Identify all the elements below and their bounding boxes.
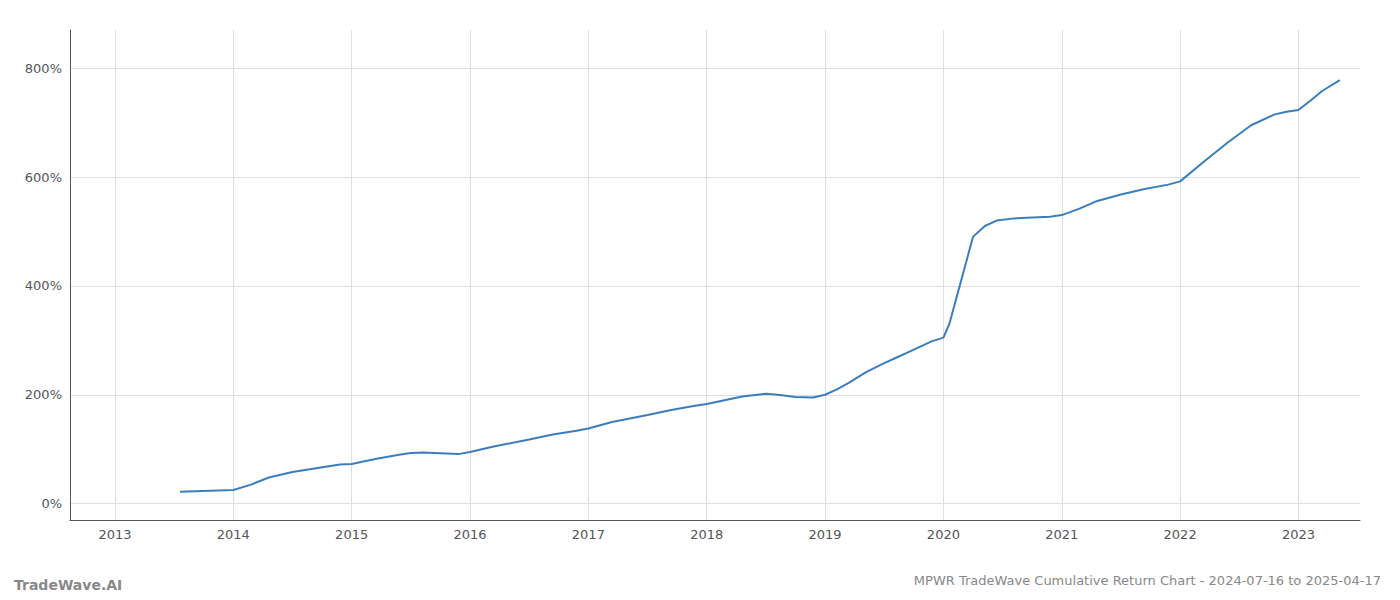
svg-text:400%: 400% (25, 278, 62, 293)
svg-text:2022: 2022 (1164, 527, 1197, 542)
svg-text:800%: 800% (25, 61, 62, 76)
svg-text:2013: 2013 (98, 527, 131, 542)
svg-text:0%: 0% (41, 496, 62, 511)
svg-text:2018: 2018 (690, 527, 723, 542)
svg-text:2017: 2017 (572, 527, 605, 542)
svg-text:TradeWave.AI: TradeWave.AI (14, 577, 122, 593)
svg-text:2021: 2021 (1045, 527, 1078, 542)
svg-text:2019: 2019 (809, 527, 842, 542)
svg-text:2015: 2015 (335, 527, 368, 542)
svg-text:2020: 2020 (927, 527, 960, 542)
svg-text:2023: 2023 (1282, 527, 1315, 542)
svg-text:200%: 200% (25, 387, 62, 402)
svg-text:2014: 2014 (217, 527, 250, 542)
svg-text:2016: 2016 (453, 527, 486, 542)
svg-text:MPWR TradeWave Cumulative Retu: MPWR TradeWave Cumulative Return Chart -… (914, 573, 1381, 588)
svg-text:600%: 600% (25, 170, 62, 185)
